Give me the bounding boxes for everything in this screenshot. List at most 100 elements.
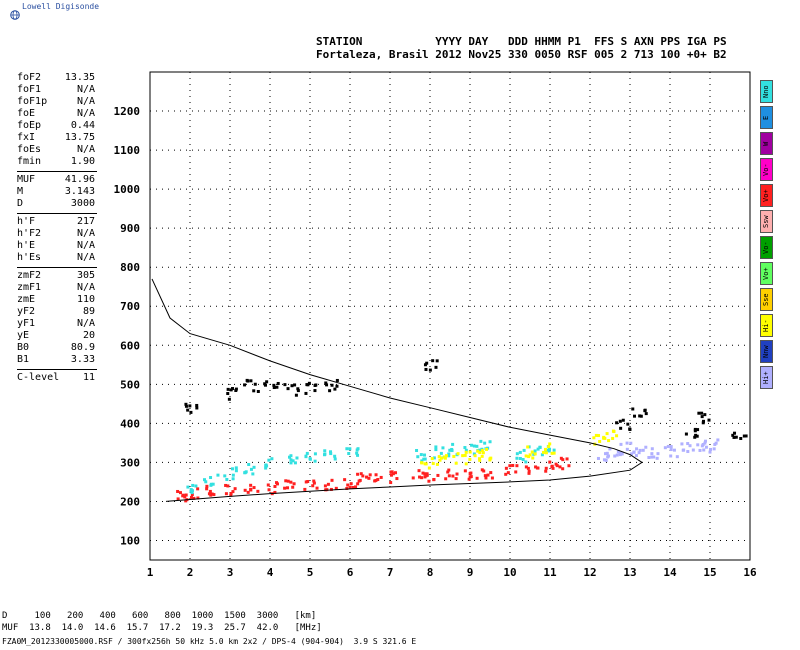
echo-point <box>447 474 451 478</box>
echo-point <box>227 397 231 401</box>
echo-point <box>544 469 548 473</box>
echo-point <box>263 382 267 386</box>
echo-point <box>631 407 635 411</box>
echo-point <box>533 452 537 456</box>
param-name: fmin <box>17 156 42 167</box>
x-tick-label: 9 <box>467 566 474 579</box>
echo-point <box>464 462 468 466</box>
echo-point <box>559 456 563 460</box>
echo-point <box>468 475 472 479</box>
echo-point <box>469 471 473 475</box>
echo-point <box>291 459 295 463</box>
x-tick-label: 7 <box>387 566 394 579</box>
echo-point <box>246 379 250 383</box>
echo-point <box>432 456 436 460</box>
param-name: foF2 <box>17 72 42 83</box>
echo-point <box>635 447 639 451</box>
x-tick-label: 14 <box>663 566 677 579</box>
echo-point <box>607 439 611 443</box>
echo-point <box>552 451 556 455</box>
echo-point <box>243 488 247 492</box>
echo-point <box>551 466 555 470</box>
echo-point <box>739 437 743 441</box>
echo-point <box>450 449 454 453</box>
legend-item: Vo+ <box>760 184 773 207</box>
echo-point <box>695 434 699 438</box>
echo-point <box>428 368 432 372</box>
echo-point <box>195 403 199 407</box>
echo-point <box>186 485 190 489</box>
echo-point <box>275 482 279 486</box>
echo-point <box>389 473 393 477</box>
echo-point <box>488 440 492 444</box>
echo-point <box>205 487 209 491</box>
echo-point <box>467 477 471 481</box>
x-tick-label: 16 <box>743 566 757 579</box>
echo-point <box>712 447 716 451</box>
profile-curve <box>151 278 643 502</box>
echo-point <box>663 446 667 450</box>
echo-point <box>356 472 360 476</box>
echo-point <box>439 451 443 455</box>
echo-point <box>543 447 547 451</box>
echo-point <box>531 456 535 460</box>
echo-point <box>394 471 398 475</box>
echo-point <box>464 450 468 454</box>
echo-point <box>249 483 253 487</box>
echo-point <box>276 381 280 385</box>
echo-point <box>315 486 319 490</box>
echo-point <box>680 442 684 446</box>
brand-label: Lowell Digisonde <box>22 2 100 11</box>
echo-point <box>596 456 600 460</box>
echo-point <box>625 441 629 445</box>
param-name: foE <box>17 108 36 119</box>
echo-point <box>527 455 531 459</box>
echo-point <box>188 404 192 408</box>
echo-point <box>618 451 622 455</box>
echo-point <box>548 442 552 446</box>
echo-point <box>464 448 468 452</box>
echo-point <box>265 380 269 384</box>
echo-point <box>561 467 565 471</box>
echo-point <box>526 445 530 449</box>
echo-point <box>313 389 317 393</box>
echo-point <box>693 435 697 439</box>
echo-point <box>323 452 327 456</box>
echo-point <box>347 452 351 456</box>
echo-point <box>205 484 209 488</box>
echo-point <box>286 486 290 490</box>
echo-point <box>478 458 482 462</box>
echo-point <box>330 478 334 482</box>
echo-point <box>650 455 654 459</box>
echo-point <box>619 426 623 430</box>
echo-point <box>423 475 427 479</box>
echo-point <box>565 457 569 461</box>
echo-point <box>311 484 315 488</box>
echo-point <box>656 452 660 456</box>
globe-icon <box>10 10 20 20</box>
echo-point <box>686 442 690 446</box>
echo-point <box>356 453 360 457</box>
param-value: 110 <box>76 294 95 305</box>
echo-point <box>638 414 642 418</box>
echo-point <box>533 449 537 453</box>
echo-point <box>292 482 296 486</box>
echo-point <box>463 469 467 473</box>
echo-point <box>233 487 237 491</box>
echo-point <box>283 383 287 387</box>
echo-point <box>538 445 542 449</box>
echo-point <box>289 461 293 465</box>
echo-point <box>451 442 455 446</box>
param-value: 11 <box>82 372 95 383</box>
echo-point <box>356 482 360 486</box>
echo-point <box>190 493 194 497</box>
echo-point <box>256 389 260 393</box>
echo-point <box>190 489 194 493</box>
echo-point <box>688 444 692 448</box>
echo-point <box>515 452 519 456</box>
echo-point <box>621 418 625 422</box>
echo-point <box>518 456 522 460</box>
echo-point <box>421 471 425 475</box>
legend-item: Hi+ <box>760 366 773 389</box>
echo-point <box>731 433 735 437</box>
